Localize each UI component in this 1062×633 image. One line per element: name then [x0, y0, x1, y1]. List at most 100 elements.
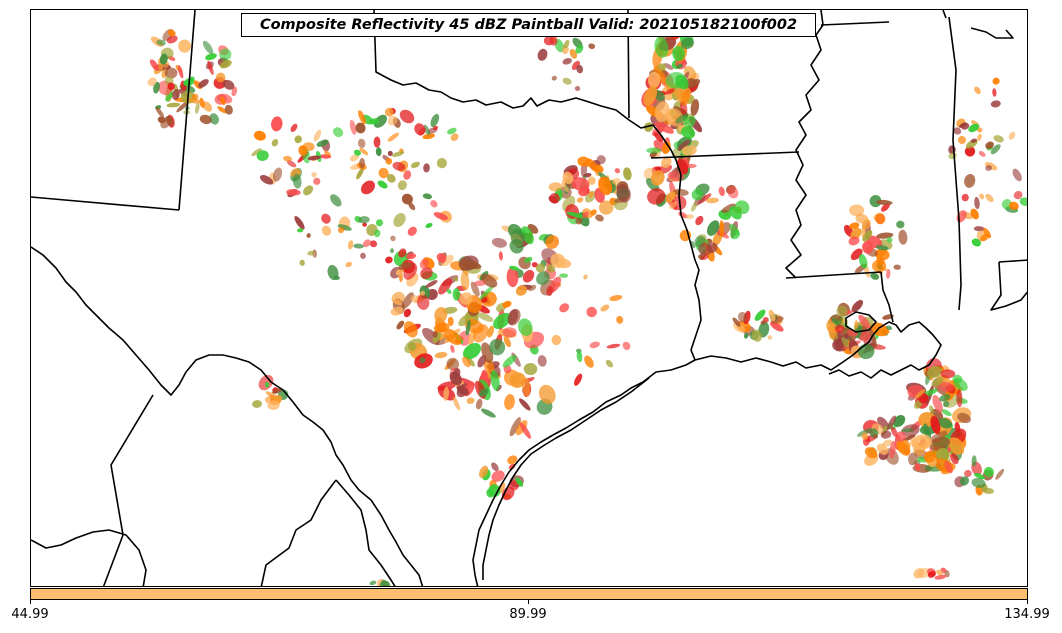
- reflectivity-blob: [375, 219, 384, 227]
- reflectivity-blob: [392, 161, 406, 171]
- reflectivity-blob: [599, 200, 614, 215]
- reflectivity-blob: [416, 294, 430, 310]
- reflectivity-blob: [695, 215, 704, 226]
- map-title: Composite Reflectivity 45 dBZ Paintball …: [241, 13, 816, 37]
- reflectivity-blob: [562, 77, 572, 85]
- reflectivity-blob: [914, 462, 921, 472]
- reflectivity-blob: [566, 211, 585, 218]
- reflectivity-blob: [393, 213, 406, 227]
- reflectivity-blob: [369, 240, 378, 248]
- reflectivity-blob: [446, 357, 460, 371]
- reflectivity-blob: [665, 88, 675, 95]
- reflectivity-blob: [252, 400, 262, 408]
- reflectivity-blob: [430, 200, 438, 208]
- reflectivity-blob: [473, 324, 489, 343]
- reflectivity-blob: [251, 148, 262, 157]
- reflectivity-blob: [359, 147, 369, 156]
- reflectivity-blob: [311, 171, 317, 178]
- reflectivity-blob: [176, 100, 190, 113]
- reflectivity-blob: [985, 165, 992, 171]
- reflectivity-blob: [425, 222, 433, 229]
- reflectivity-blob: [576, 350, 583, 363]
- reflectivity-blob: [440, 254, 454, 267]
- reflectivity-blob: [433, 212, 448, 221]
- paintball-layer: [147, 15, 1027, 586]
- reflectivity-blob: [465, 320, 471, 336]
- reflectivity-blob: [1013, 190, 1023, 200]
- reflectivity-blob: [502, 327, 517, 338]
- reflectivity-blob: [718, 186, 725, 197]
- reflectivity-blob: [577, 156, 590, 167]
- reflectivity-blob: [498, 251, 503, 261]
- reflectivity-blob: [463, 261, 482, 270]
- reflectivity-blob: [271, 116, 283, 132]
- reflectivity-blob: [576, 197, 584, 203]
- reflectivity-blob: [423, 163, 430, 173]
- reflectivity-blob: [160, 116, 171, 129]
- reflectivity-blob: [956, 389, 963, 408]
- reflectivity-blob: [384, 107, 394, 117]
- reflectivity-blob: [880, 430, 892, 439]
- reflectivity-blob: [835, 324, 845, 333]
- reflectivity-blob: [587, 176, 596, 185]
- reflectivity-blob: [481, 408, 496, 418]
- reflectivity-blob: [680, 37, 694, 50]
- reflectivity-blob: [164, 67, 178, 79]
- reflectivity-blob: [598, 176, 613, 196]
- reflectivity-blob: [483, 359, 495, 373]
- reflectivity-blob: [337, 226, 345, 234]
- reflectivity-blob: [574, 373, 583, 386]
- reflectivity-blob: [841, 337, 850, 348]
- reflectivity-blob: [507, 455, 518, 465]
- fl-border: [998, 259, 1027, 263]
- reflectivity-blob: [265, 391, 281, 401]
- reflectivity-blob: [373, 114, 387, 128]
- reflectivity-blob: [1019, 197, 1027, 206]
- reflectivity-blob: [583, 274, 588, 280]
- reflectivity-blob: [970, 208, 979, 220]
- colorbar-tick-label-right: 134.99: [1004, 607, 1050, 622]
- reflectivity-blob: [828, 322, 838, 340]
- reflectivity-blob: [616, 315, 624, 324]
- reflectivity-blob: [202, 101, 213, 112]
- reflectivity-blob: [864, 447, 878, 459]
- reflectivity-blob: [286, 189, 301, 196]
- reflectivity-blob: [432, 330, 438, 338]
- reflectivity-blob: [387, 132, 399, 142]
- reflectivity-blob: [985, 141, 994, 150]
- reflectivity-blob: [559, 303, 570, 313]
- reflectivity-blob: [889, 441, 896, 459]
- reflectivity-blob: [654, 36, 669, 58]
- reflectivity-blob: [662, 141, 671, 155]
- reflectivity-blob: [744, 332, 749, 339]
- reflectivity-blob: [672, 45, 685, 62]
- reflectivity-blob: [923, 451, 936, 464]
- reflectivity-blob: [332, 127, 344, 138]
- louisiana-coast: [694, 321, 942, 379]
- reflectivity-blob: [886, 237, 893, 243]
- reflectivity-blob: [911, 434, 933, 451]
- reflectivity-blob: [446, 288, 452, 295]
- reflectivity-blob: [559, 273, 569, 278]
- reflectivity-blob: [546, 264, 556, 273]
- reflectivity-blob: [562, 58, 572, 65]
- reflectivity-blob: [681, 126, 696, 139]
- texas-barrier-islands: [482, 377, 650, 580]
- reflectivity-blob: [149, 59, 160, 72]
- reflectivity-blob: [385, 157, 393, 165]
- reflectivity-blob: [591, 164, 604, 173]
- reflectivity-blob: [199, 97, 205, 108]
- colorbar-tick-left: [30, 600, 31, 604]
- reflectivity-blob: [851, 299, 864, 313]
- reflectivity-blob: [872, 434, 878, 439]
- reflectivity-blob: [386, 174, 396, 183]
- reflectivity-blob: [219, 48, 232, 61]
- colorbar: [30, 588, 1028, 600]
- reflectivity-blob: [706, 197, 719, 204]
- reflectivity-blob: [425, 280, 438, 288]
- reflectivity-blob: [862, 230, 873, 242]
- reflectivity-blob: [548, 182, 563, 192]
- reflectivity-blob: [491, 237, 507, 248]
- reflectivity-blob: [349, 154, 360, 162]
- boundary-lines: [31, 10, 1027, 586]
